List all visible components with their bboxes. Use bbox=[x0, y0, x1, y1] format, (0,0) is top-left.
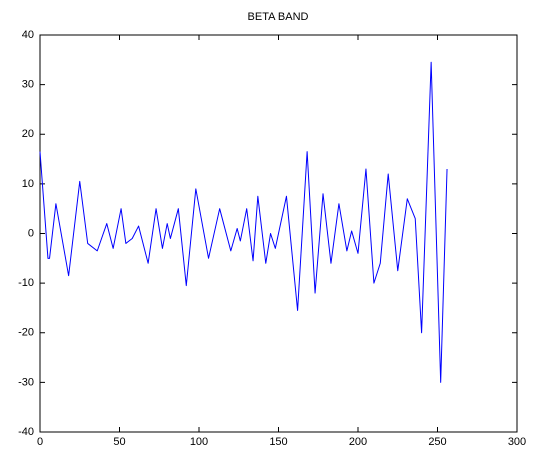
x-tick-label: 200 bbox=[349, 436, 367, 448]
y-tick-label: 0 bbox=[28, 227, 34, 239]
y-tick-label: 20 bbox=[22, 128, 34, 140]
x-tick-label: 0 bbox=[37, 436, 43, 448]
x-tick-label: 250 bbox=[428, 436, 446, 448]
y-tick-label: 30 bbox=[22, 79, 34, 91]
data-line bbox=[39, 61, 448, 383]
x-tick-label: 150 bbox=[269, 436, 287, 448]
x-tick-label: 100 bbox=[190, 436, 208, 448]
y-tick-label: 40 bbox=[22, 29, 34, 41]
y-tick-label: -30 bbox=[18, 376, 34, 388]
y-tick-label: -40 bbox=[18, 426, 34, 438]
y-tick-label: -10 bbox=[18, 277, 34, 289]
x-tick-label: 50 bbox=[113, 436, 125, 448]
chart-title: BETA BAND bbox=[248, 11, 309, 23]
x-tick-label: 300 bbox=[508, 436, 526, 448]
y-tick-label: -20 bbox=[18, 327, 34, 339]
y-tick-label: 10 bbox=[22, 178, 34, 190]
